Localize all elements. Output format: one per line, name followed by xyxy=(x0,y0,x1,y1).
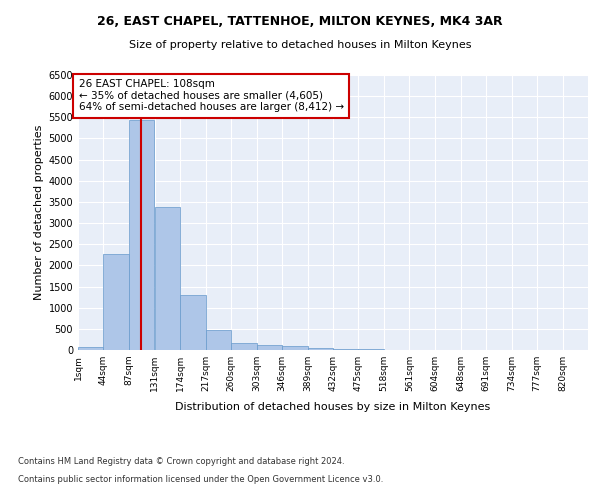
Bar xyxy=(103,254,129,350)
Bar xyxy=(155,207,181,350)
Y-axis label: Number of detached properties: Number of detached properties xyxy=(34,125,44,300)
Bar xyxy=(206,330,231,350)
Bar xyxy=(181,295,206,350)
Bar xyxy=(257,344,282,350)
Text: Distribution of detached houses by size in Milton Keynes: Distribution of detached houses by size … xyxy=(175,402,491,412)
Text: 26 EAST CHAPEL: 108sqm
← 35% of detached houses are smaller (4,605)
64% of semi-: 26 EAST CHAPEL: 108sqm ← 35% of detached… xyxy=(79,79,344,112)
Bar xyxy=(129,120,154,350)
Bar xyxy=(358,349,384,350)
Text: 26, EAST CHAPEL, TATTENHOE, MILTON KEYNES, MK4 3AR: 26, EAST CHAPEL, TATTENHOE, MILTON KEYNE… xyxy=(97,15,503,28)
Bar xyxy=(333,348,358,350)
Text: Size of property relative to detached houses in Milton Keynes: Size of property relative to detached ho… xyxy=(129,40,471,50)
Bar xyxy=(231,343,257,350)
Bar xyxy=(282,346,308,350)
Bar xyxy=(308,348,333,350)
Bar xyxy=(78,348,103,350)
Text: Contains public sector information licensed under the Open Government Licence v3: Contains public sector information licen… xyxy=(18,475,383,484)
Text: Contains HM Land Registry data © Crown copyright and database right 2024.: Contains HM Land Registry data © Crown c… xyxy=(18,458,344,466)
